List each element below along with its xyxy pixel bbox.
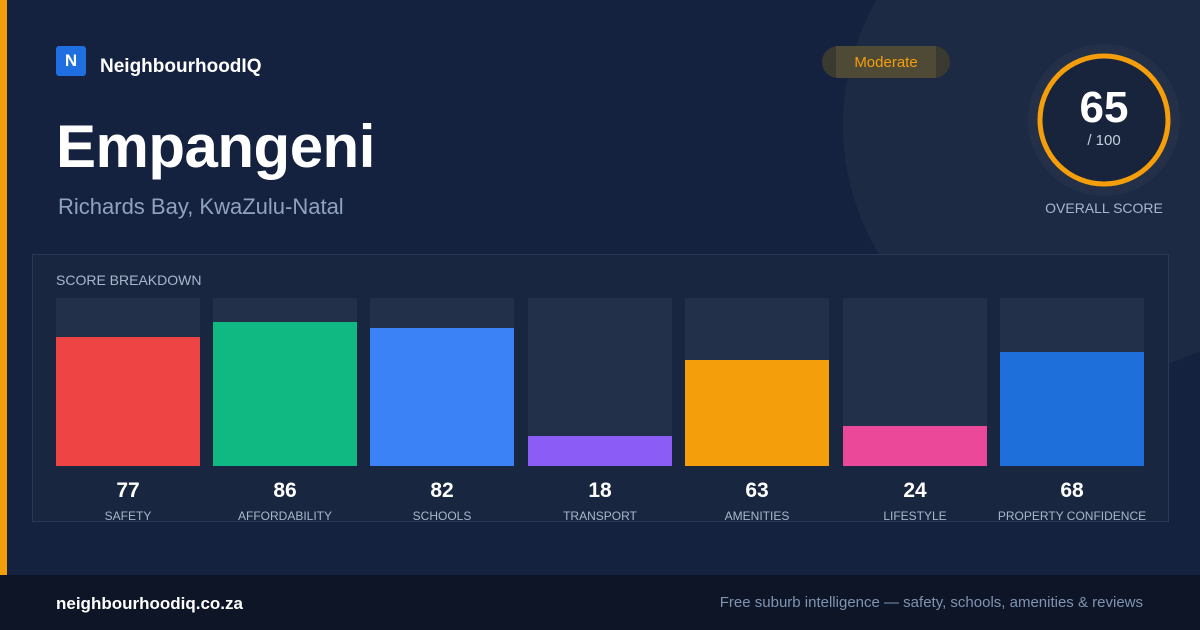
bar-fill bbox=[843, 426, 987, 466]
bar-fill bbox=[56, 337, 200, 466]
bar-value: 82 bbox=[430, 479, 454, 502]
bar-label: LIFESTYLE bbox=[883, 509, 947, 523]
overall-score-value: 65 bbox=[1079, 83, 1129, 132]
bar-fill bbox=[370, 328, 514, 466]
bar-fill bbox=[528, 436, 672, 466]
bar-label: SAFETY bbox=[104, 509, 152, 523]
rating-badge-label: Moderate bbox=[854, 53, 918, 71]
bar-value: 63 bbox=[745, 479, 769, 502]
bar-fill bbox=[1000, 352, 1144, 466]
overall-score-caption: OVERALL SCORE bbox=[1045, 200, 1163, 216]
score-breakdown-panel: SCORE BREAKDOWN 77 SAFETY 86 AFFORDABILITY 8… bbox=[32, 254, 1169, 523]
bar-fill bbox=[213, 322, 357, 466]
page-subtitle: Richards Bay, KwaZulu-Natal bbox=[58, 194, 344, 219]
score-bar-property-confidence: 68 PROPERTY CONFIDENCE bbox=[998, 298, 1146, 523]
score-bar-lifestyle: 24 LIFESTYLE bbox=[843, 298, 987, 523]
bar-value: 24 bbox=[903, 479, 927, 502]
bar-label: PROPERTY CONFIDENCE bbox=[997, 509, 1147, 523]
bar-fill bbox=[685, 360, 829, 466]
score-bar-affordability: 86 AFFORDABILITY bbox=[213, 298, 357, 523]
score-bar-transport: 18 TRANSPORT bbox=[528, 298, 672, 523]
score-bar-safety: 77 SAFETY bbox=[56, 298, 200, 523]
footer-url: neighbourhoodiq.co.za bbox=[56, 594, 243, 613]
footer: neighbourhoodiq.co.za Free suburb intell… bbox=[0, 575, 1200, 630]
bar-track bbox=[685, 298, 829, 466]
bar-label: AMENITIES bbox=[724, 509, 790, 523]
bar-value: 77 bbox=[116, 479, 140, 502]
bar-track bbox=[528, 298, 672, 466]
score-bar-amenities: 63 AMENITIES bbox=[685, 298, 829, 523]
bar-value: 68 bbox=[1060, 479, 1084, 502]
bar-value: 18 bbox=[588, 479, 612, 502]
brand-name: NeighbourhoodIQ bbox=[100, 56, 262, 77]
score-ring-progress bbox=[1037, 53, 1171, 187]
overall-score-max: / 100 bbox=[1087, 132, 1121, 149]
bar-label: AFFORDABILITY bbox=[237, 509, 332, 523]
rating-badge: Moderate bbox=[822, 46, 950, 78]
score-breakdown-label: SCORE BREAKDOWN bbox=[56, 272, 202, 288]
bar-label: SCHOOLS bbox=[412, 509, 472, 523]
bar-track bbox=[1000, 298, 1144, 466]
badge-highlight bbox=[836, 46, 936, 78]
card: N NeighbourhoodIQ Moderate Empangeni Ric… bbox=[0, 0, 1200, 575]
bar-track bbox=[843, 298, 987, 466]
bar-label: TRANSPORT bbox=[563, 509, 637, 523]
footer-tagline: Free suburb intelligence — safety, schoo… bbox=[719, 594, 1143, 611]
score-bar-schools: 82 SCHOOLS bbox=[370, 298, 514, 523]
bar-track bbox=[56, 298, 200, 466]
accent-bar bbox=[0, 0, 7, 575]
bar-value: 86 bbox=[273, 479, 297, 502]
bar-track bbox=[213, 298, 357, 466]
bar-track bbox=[370, 298, 514, 466]
logo-icon: N bbox=[56, 46, 86, 76]
overall-score-ring bbox=[1028, 44, 1180, 196]
page-title: Empangeni bbox=[56, 113, 375, 180]
